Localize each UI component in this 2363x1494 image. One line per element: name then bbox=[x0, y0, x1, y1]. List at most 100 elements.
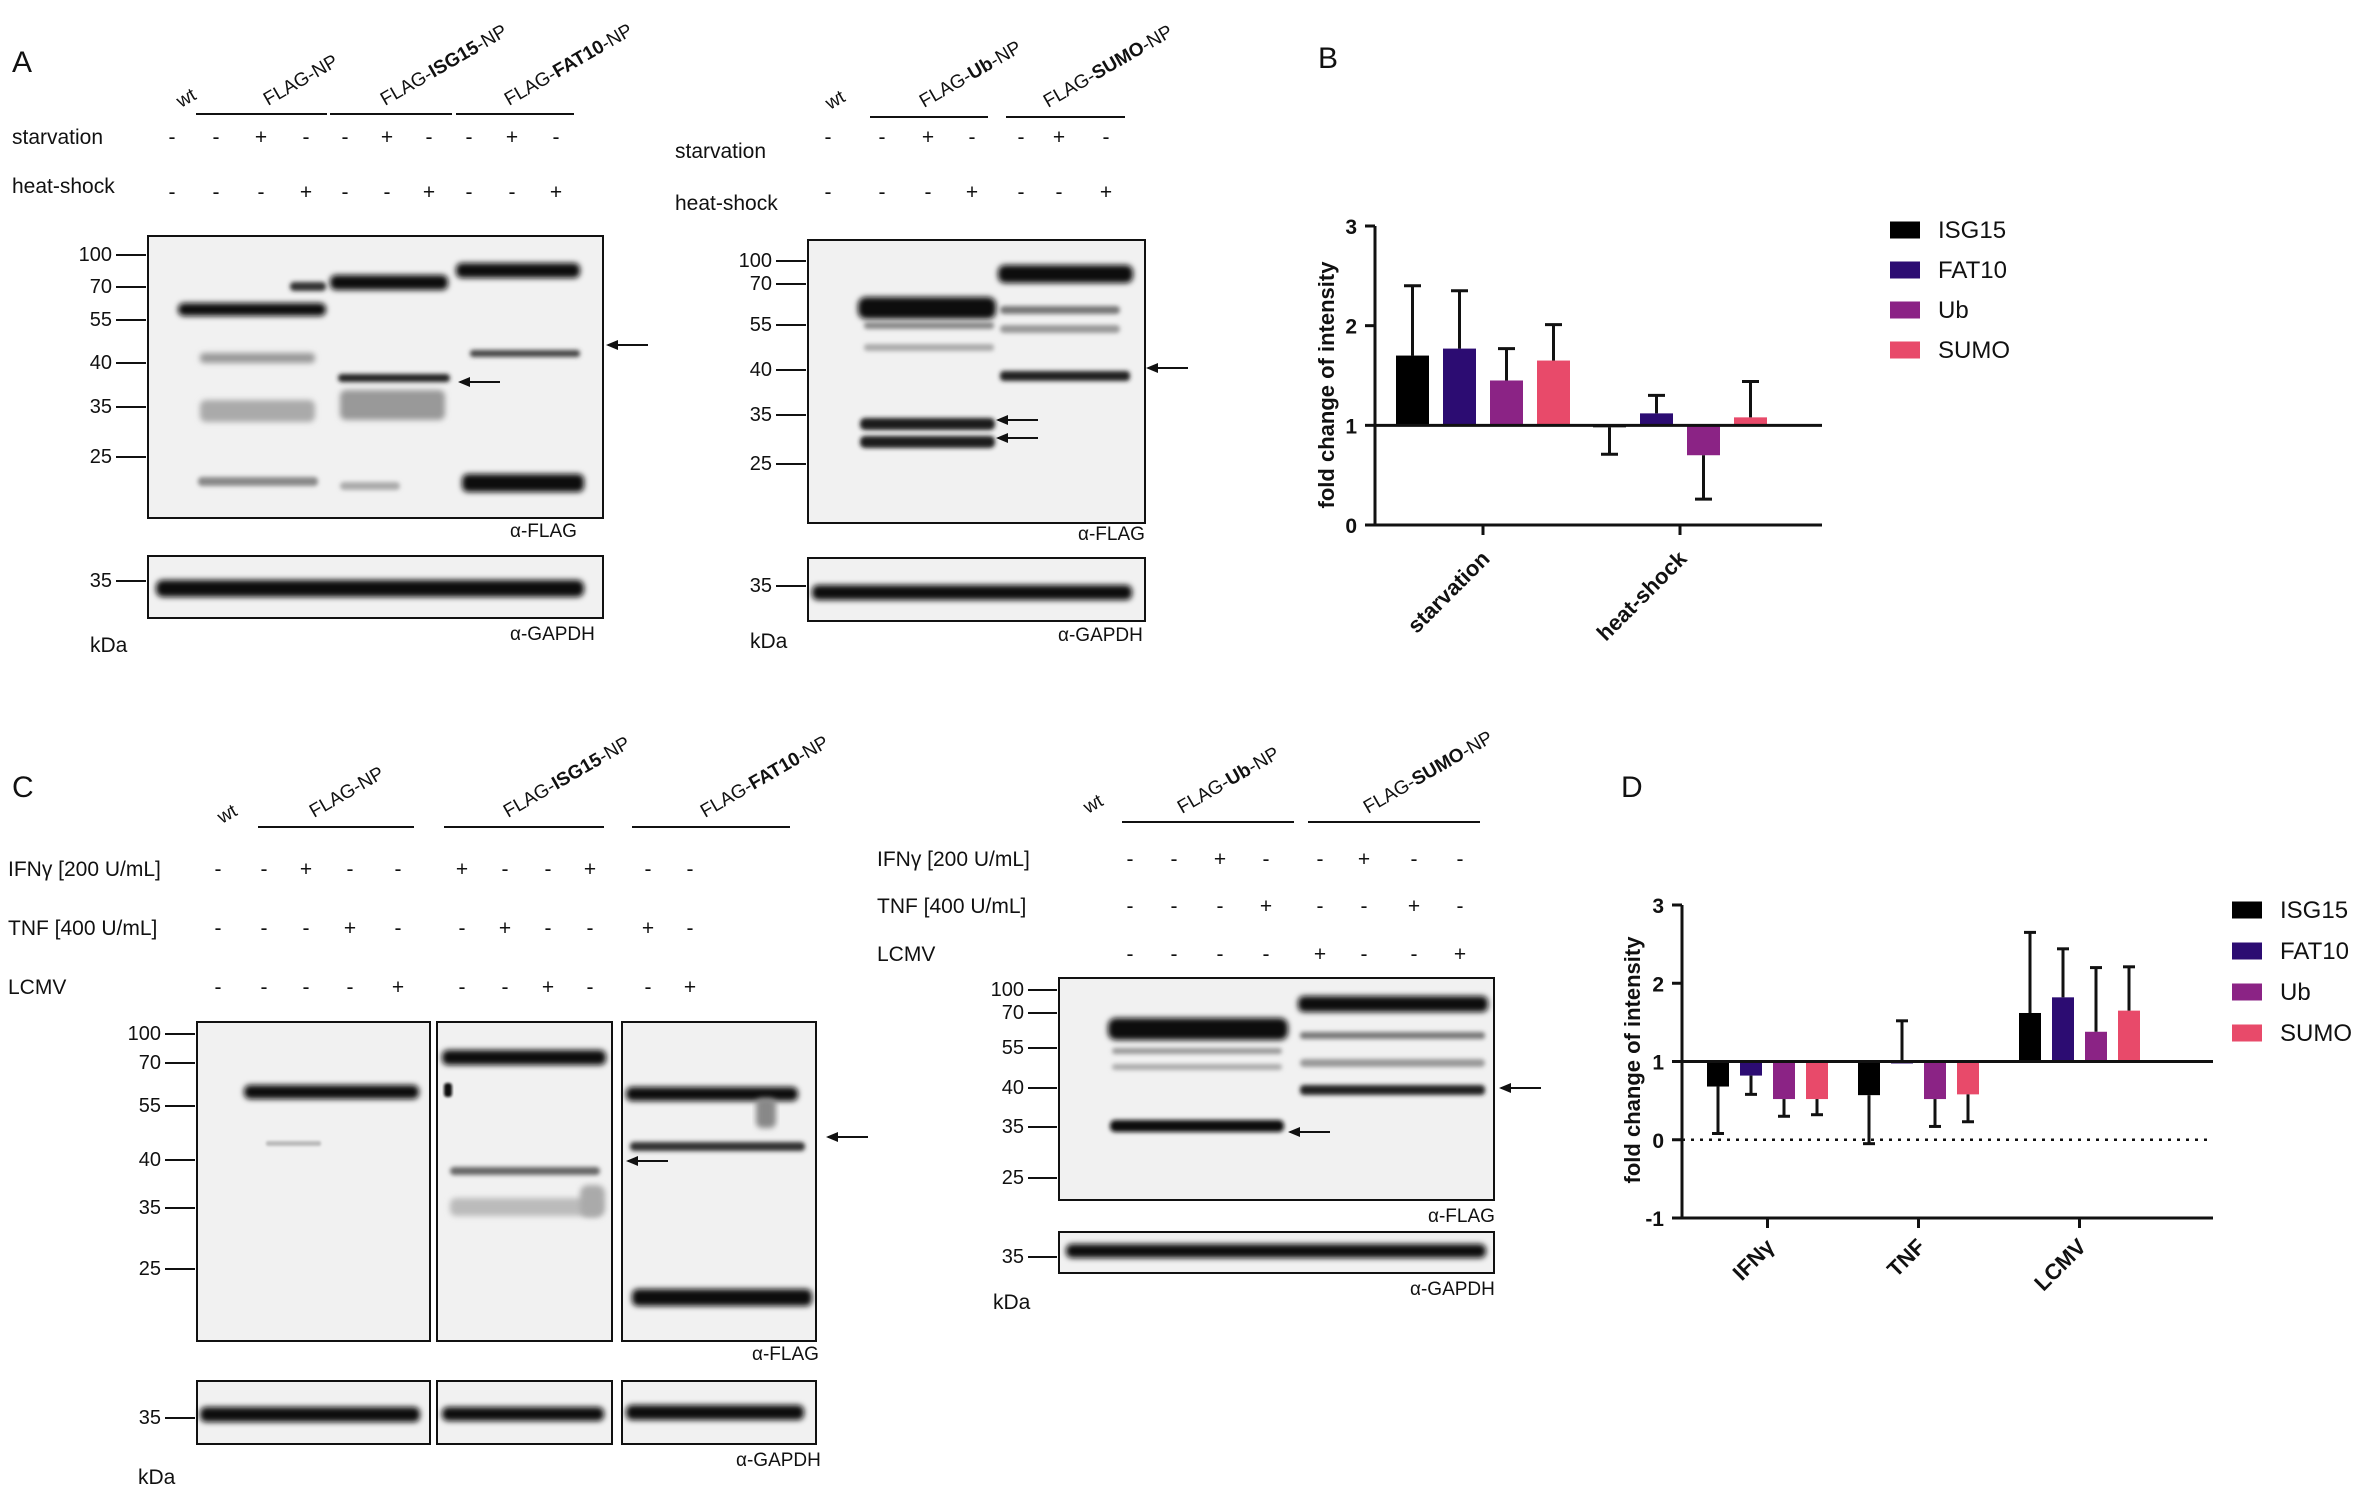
bar-ub-tnf bbox=[1924, 1061, 1946, 1100]
marker-label: 25 bbox=[139, 1258, 161, 1280]
sign: - bbox=[258, 181, 265, 204]
band bbox=[200, 353, 315, 363]
marker-label: 70 bbox=[1002, 1002, 1024, 1024]
band bbox=[450, 1167, 600, 1175]
sign: - bbox=[459, 976, 466, 999]
kda-label: kDa bbox=[138, 1466, 176, 1489]
sign: - bbox=[1018, 181, 1025, 204]
sign: - bbox=[509, 181, 516, 204]
blot-membrane bbox=[196, 1021, 431, 1342]
sign: - bbox=[687, 858, 694, 881]
sign: - bbox=[169, 181, 176, 204]
band bbox=[340, 482, 400, 490]
category-label-lcmv: LCMV bbox=[2029, 1234, 2091, 1296]
marker-label: 35 bbox=[90, 570, 112, 592]
sign: - bbox=[1217, 895, 1224, 918]
sign: - bbox=[879, 126, 886, 149]
blot-membrane bbox=[621, 1021, 817, 1342]
gapdh-band bbox=[626, 1405, 804, 1420]
sign: + bbox=[1408, 895, 1420, 918]
blot-bands bbox=[244, 1050, 812, 1306]
sign-row-heat-shock: - - - + - - + - - + bbox=[169, 181, 563, 204]
sign: + bbox=[550, 181, 562, 204]
gapdh-band bbox=[812, 585, 1132, 600]
sign: - bbox=[215, 858, 222, 881]
blot-c-left: wt FLAG-NP FLAG-ISG15-NP FLAG-FAT10-NP I… bbox=[8, 732, 868, 1489]
legend-swatch-ub bbox=[2232, 983, 2262, 1001]
y-tick-label: 3 bbox=[1652, 895, 1664, 918]
sign: + bbox=[423, 181, 435, 204]
antibody-label-gapdh: α-GAPDH bbox=[1058, 625, 1143, 646]
row-label-tnf: TNF [400 U/mL] bbox=[8, 917, 157, 940]
y-tick-label: -1 bbox=[1645, 1208, 1664, 1231]
band bbox=[330, 275, 448, 290]
blot-membrane bbox=[807, 239, 1146, 524]
sign: - bbox=[342, 126, 349, 149]
sign: - bbox=[645, 976, 652, 999]
label-wt: wt bbox=[172, 84, 200, 113]
antibody-label-gapdh: α-GAPDH bbox=[736, 1450, 821, 1471]
blot-a-left: wt FLAG-NP FLAG-ISG15-NP FLAG-FAT10-NP s… bbox=[12, 20, 648, 657]
kda-label: kDa bbox=[90, 634, 128, 657]
row-label-lcmv: LCMV bbox=[877, 943, 935, 966]
antibody-label-flag: α-FLAG bbox=[1078, 524, 1145, 545]
bar-fat10-starvation bbox=[1443, 348, 1476, 426]
row-label-starvation: starvation bbox=[12, 126, 103, 149]
legend-swatch-sumo bbox=[1890, 341, 1920, 359]
sign: - bbox=[459, 917, 466, 940]
sign-row-tnf: - - - + - - + - bbox=[1127, 895, 1464, 918]
band bbox=[340, 390, 445, 420]
marker-label: 40 bbox=[750, 359, 772, 381]
marker-label: 100 bbox=[739, 250, 772, 272]
band bbox=[266, 1141, 321, 1146]
marker-ladder: 100 70 55 40 35 25 bbox=[739, 250, 806, 475]
row-label-ifng: IFNγ [200 U/mL] bbox=[8, 858, 161, 881]
row-label-tnf: TNF [400 U/mL] bbox=[877, 895, 1026, 918]
bar-ub-starvation bbox=[1490, 380, 1523, 426]
gapdh-band bbox=[442, 1407, 604, 1421]
band bbox=[580, 1185, 605, 1217]
marker-label: 35 bbox=[90, 396, 112, 418]
band-arrow bbox=[826, 1132, 868, 1142]
y-tick-label: 2 bbox=[1652, 973, 1664, 996]
gapdh-band bbox=[156, 580, 584, 597]
marker-label: 70 bbox=[750, 273, 772, 295]
band bbox=[456, 263, 580, 278]
band bbox=[630, 1142, 805, 1151]
band bbox=[450, 1198, 600, 1216]
legend-swatch-sumo bbox=[2232, 1024, 2262, 1042]
sign-row-lcmv: - - - - + - - + bbox=[1127, 943, 1467, 966]
sign: - bbox=[426, 126, 433, 149]
bar-ub-ifn bbox=[1773, 1061, 1795, 1100]
marker-label: 35 bbox=[750, 404, 772, 426]
gapdh-band bbox=[200, 1407, 420, 1422]
sign: - bbox=[1217, 943, 1224, 966]
legend: ISG15 FAT10 Ub SUMO bbox=[2232, 897, 2352, 1047]
y-ticks: 0 1 2 3 bbox=[1345, 216, 1357, 538]
marker-label: 70 bbox=[90, 276, 112, 298]
bar-sumo-ifn bbox=[1806, 1061, 1828, 1100]
marker-label: 35 bbox=[139, 1197, 161, 1219]
group-label-flag-ub-np: FLAG-Ub-NP bbox=[1174, 743, 1283, 818]
antibody-label-flag: α-FLAG bbox=[752, 1344, 819, 1365]
band bbox=[442, 1050, 606, 1065]
legend-label: FAT10 bbox=[2280, 938, 2349, 965]
row-label-lcmv: LCMV bbox=[8, 976, 66, 999]
marker-label: 40 bbox=[139, 1149, 161, 1171]
bar-isg15-lcmv bbox=[2019, 1012, 2041, 1062]
sign-row-ifng: - - + - - + - - + - - bbox=[215, 858, 694, 881]
sign: - bbox=[1171, 895, 1178, 918]
band bbox=[1108, 1018, 1288, 1040]
marker-label: 25 bbox=[1002, 1167, 1024, 1189]
band bbox=[1000, 371, 1130, 381]
bar-isg15-tnf bbox=[1858, 1061, 1880, 1096]
band-arrow bbox=[1146, 363, 1188, 373]
sign: + bbox=[300, 858, 312, 881]
marker-label: 55 bbox=[1002, 1037, 1024, 1059]
bar-sumo-starvation bbox=[1537, 360, 1570, 426]
sign: - bbox=[1263, 848, 1270, 871]
sign: + bbox=[255, 126, 267, 149]
sign: + bbox=[1053, 126, 1065, 149]
marker-label: 35 bbox=[1002, 1246, 1024, 1268]
sign: - bbox=[1171, 848, 1178, 871]
